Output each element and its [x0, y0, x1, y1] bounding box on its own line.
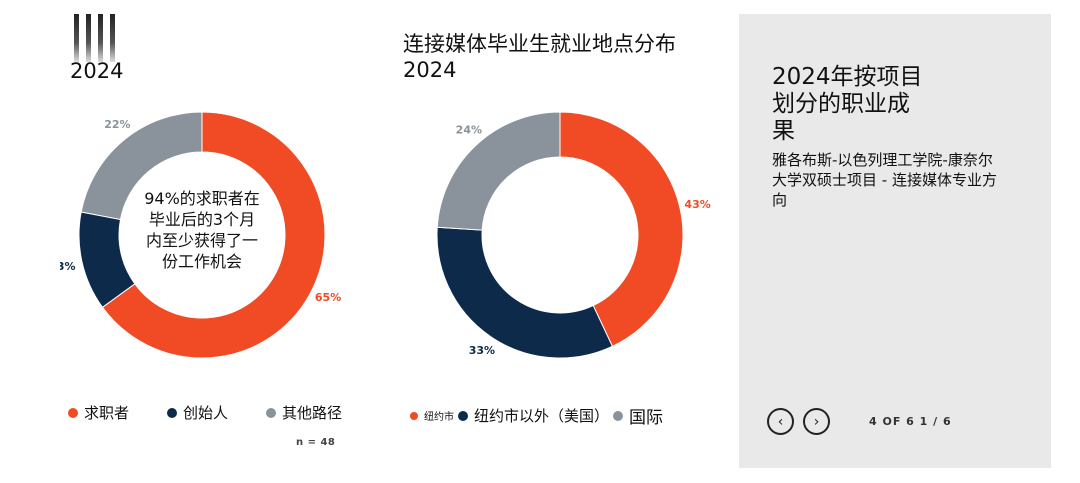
chart2-title: 连接媒体毕业生就业地点分布 2024: [403, 32, 676, 82]
legend-dot-icon: [410, 411, 418, 420]
legend-dot-icon: [167, 407, 178, 418]
legend-dot-icon: [613, 410, 624, 421]
legend-dot-icon: [458, 410, 468, 421]
career-outcome-donut: 65% 13% 22%: [60, 111, 341, 359]
legend-label: 纽约市: [424, 412, 454, 423]
data-label-0: 65%: [315, 291, 341, 304]
legend-label: 国际: [629, 408, 664, 428]
data-label-2: 24%: [456, 124, 482, 137]
legend-label: 纽约市以外（美国）: [474, 407, 610, 425]
legend-label: 创始人: [183, 404, 229, 422]
chart1-legend: 求职者 创始人 其他路径: [68, 402, 342, 423]
data-label-1: 33%: [469, 344, 495, 357]
donut-slice-2: [80, 111, 203, 221]
legend-item-founder: 创始人: [167, 402, 228, 423]
side-panel: 2024年按项目 划分的职业成 果 雅各布斯-以色列理工学院-康奈尔大学双硕士项…: [739, 14, 1051, 468]
chevron-left-icon: ‹: [777, 413, 784, 430]
sample-size-note: n = 48: [296, 437, 336, 448]
prev-button[interactable]: ‹: [767, 408, 794, 435]
chart2-legend: 纽约市 纽约市以外（美国） 国际: [410, 403, 663, 428]
legend-item-intl: 国际: [613, 403, 663, 428]
legend-item-us: 纽约市以外（美国）: [458, 405, 609, 426]
side-panel-title: 2024年按项目 划分的职业成 果: [772, 64, 923, 144]
donut-slice-0: [101, 111, 326, 359]
data-label-2: 22%: [104, 118, 130, 131]
donut-slice-1: [436, 226, 614, 359]
decorative-bars-icon: [74, 14, 120, 62]
donut-slice-2: [436, 111, 561, 231]
legend-dot-icon: [266, 407, 277, 418]
next-button[interactable]: ›: [803, 408, 830, 435]
legend-item-job-seeker: 求职者: [68, 402, 129, 423]
donut-slice-0: [559, 111, 684, 347]
data-label-0: 43%: [684, 198, 710, 211]
donut-center-text: 94%的求职者在毕业后的3个月内至少获得了一份工作机会: [144, 189, 260, 271]
data-label-1: 13%: [60, 260, 76, 273]
chart1-title: 2024: [70, 59, 124, 83]
location-donut: 43% 33% 24%: [436, 111, 711, 359]
legend-item-nyc: 纽约市: [410, 408, 458, 423]
legend-label: 其他路径: [282, 404, 343, 422]
legend-item-other: 其他路径: [266, 402, 342, 423]
legend-label: 求职者: [84, 404, 130, 422]
page-indicator: 4 OF 6 1 / 6: [869, 415, 952, 428]
chevron-right-icon: ›: [813, 413, 820, 430]
legend-dot-icon: [68, 407, 78, 418]
side-panel-subtitle: 雅各布斯-以色列理工学院-康奈尔大学双硕士项目 - 连接媒体专业方向: [772, 151, 997, 209]
